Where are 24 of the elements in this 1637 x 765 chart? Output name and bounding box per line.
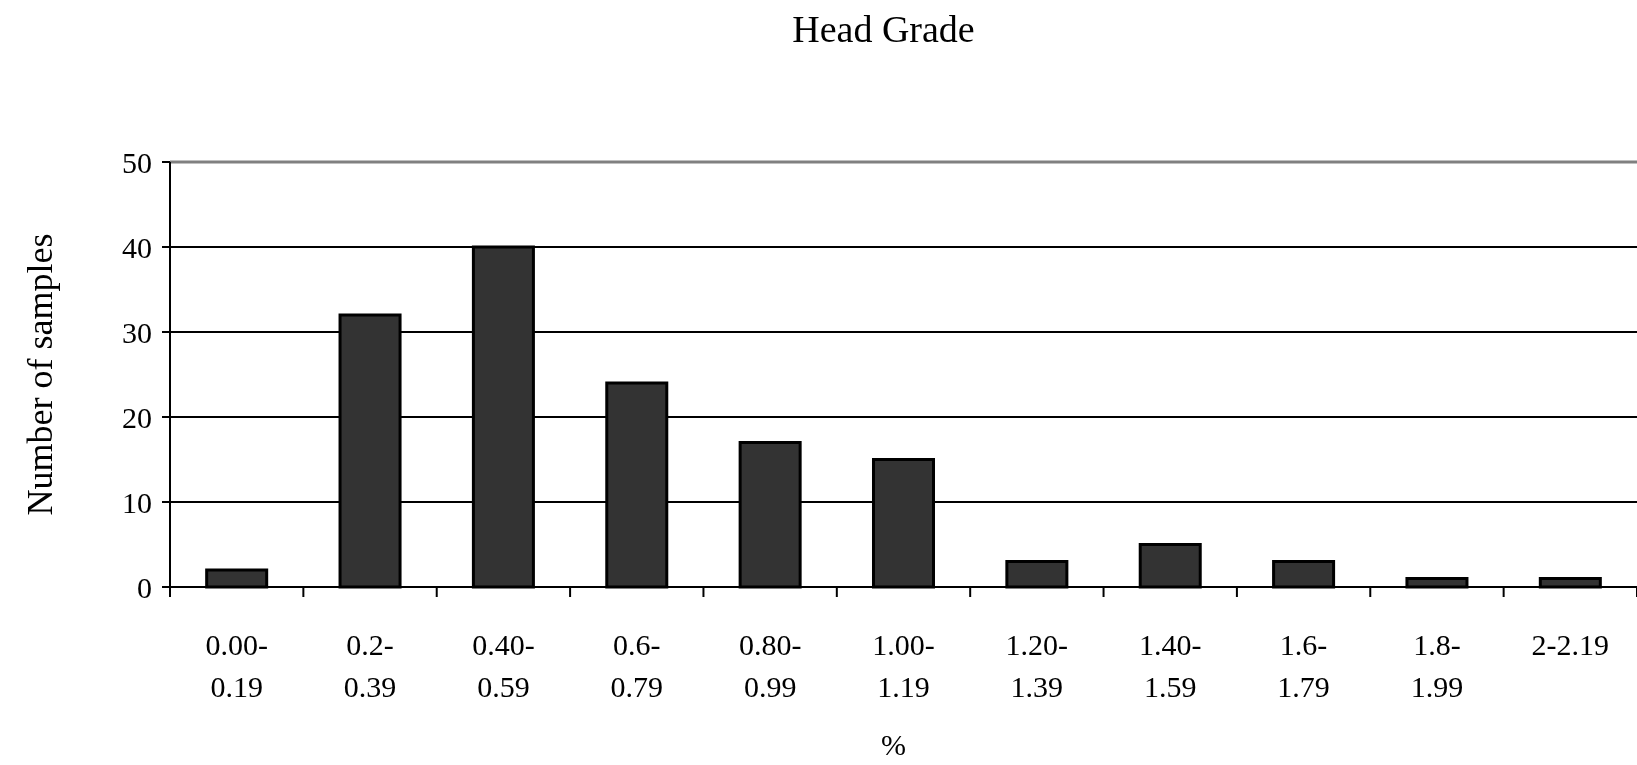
y-tick-label: 10 (122, 485, 152, 519)
x-tick-label: 0.6- 0.79 (610, 628, 664, 703)
y-tick-label: 30 (122, 315, 152, 349)
x-tick-label: 1.6- 1.79 (1277, 628, 1330, 703)
x-tick-label: 0.2- 0.39 (343, 628, 397, 703)
y-tick-label: 0 (137, 570, 152, 604)
y-tick-label: 40 (122, 230, 152, 264)
x-tick-label: 1.20- 1.39 (1005, 628, 1069, 703)
bar (205, 568, 269, 589)
y-axis-title: Number of samples (20, 233, 60, 516)
x-tick-label: 1.8- 1.99 (1410, 628, 1464, 703)
y-tick-label: 50 (122, 145, 152, 179)
chart-title: Head Grade (792, 8, 975, 50)
bar (1272, 560, 1336, 589)
y-tick-label: 20 (122, 400, 152, 434)
x-tick-label: 0.00- 0.19 (205, 628, 268, 703)
x-tick-label: 2-2.19 (1531, 628, 1610, 661)
x-tick-label: 0.40- 0.59 (472, 628, 535, 703)
bar (1005, 560, 1069, 589)
x-axis-title: % (881, 728, 906, 761)
x-tick-label: 1.40- 1.59 (1138, 628, 1202, 703)
bar (1138, 543, 1202, 589)
x-tick-label: 0.80- 0.99 (738, 628, 802, 703)
x-tick-label: 1.00- 1.19 (872, 628, 935, 703)
